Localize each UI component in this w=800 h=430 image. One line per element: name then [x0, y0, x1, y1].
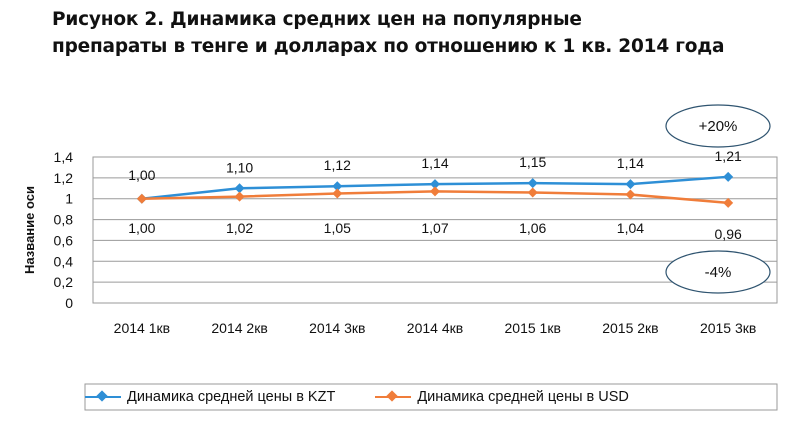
y-tick-label: 0,2 [54, 274, 74, 290]
data-label: 0,96 [715, 226, 742, 242]
data-label: 1,21 [715, 148, 742, 164]
data-point-marker [625, 179, 636, 190]
annotation-ellipse [665, 250, 771, 294]
legend-label-usd: Динамика средней цены в USD [417, 389, 629, 405]
data-point-marker [332, 181, 343, 192]
y-axis-title: Название оси [22, 186, 37, 274]
x-tick-label: 2014 1кв [114, 320, 170, 336]
chart-title-line-2: препараты в тенге и долларах по отношени… [52, 36, 725, 57]
x-tick-label: 2015 2кв [602, 320, 658, 336]
annotation-ellipse [665, 104, 771, 148]
y-tick-label: 1,4 [54, 149, 74, 165]
chart-title-line-1: Рисунок 2. Динамика средних цен на попул… [52, 9, 582, 30]
chart-legend: Динамика средней цены в KZT Динамика сре… [85, 384, 775, 410]
legend-swatch-kzt [85, 390, 121, 404]
data-label: 1,14 [617, 155, 644, 171]
data-label: 1,04 [617, 220, 644, 236]
data-label: 1,00 [128, 167, 155, 183]
data-label: 1,06 [519, 220, 546, 236]
data-label: 1,02 [226, 220, 253, 236]
data-point-marker [234, 183, 245, 194]
data-point-marker [723, 197, 734, 208]
y-tick-label: 0,4 [54, 253, 74, 269]
data-point-marker [723, 171, 734, 182]
y-tick-label: 1,2 [54, 170, 74, 186]
data-point-marker [430, 179, 440, 190]
data-label: 1,00 [128, 220, 155, 236]
chart-title: Рисунок 2. Динамика средних цен на попул… [52, 6, 724, 60]
x-tick-label: 2014 2кв [211, 320, 267, 336]
data-label: 1,07 [421, 220, 448, 236]
data-label: 1,15 [519, 154, 546, 170]
data-point-marker [332, 188, 343, 199]
y-tick-label: 0 [65, 295, 73, 311]
annotation-label: -4% [705, 264, 732, 281]
plot-area [92, 156, 778, 304]
data-point-marker [136, 193, 147, 204]
x-tick-label: 2015 1кв [505, 320, 561, 336]
x-tick-label: 2014 3кв [309, 320, 365, 336]
x-tick-label: 2014 4кв [407, 320, 463, 336]
y-tick-label: 0,8 [54, 212, 74, 228]
data-label: 1,14 [421, 155, 448, 171]
y-tick-label: 0,6 [54, 232, 74, 248]
legend-swatch-usd [375, 390, 412, 404]
legend-label-kzt: Динамика средней цены в KZT [127, 389, 336, 405]
x-tick-label: 2015 3кв [700, 320, 756, 336]
legend-item-kzt: Динамика средней цены в KZT [85, 389, 335, 405]
data-point-marker [527, 178, 538, 189]
annotation-label: +20% [699, 118, 738, 135]
data-label: 1,10 [226, 159, 253, 175]
data-label: 1,12 [324, 157, 351, 173]
y-tick-label: 1 [65, 191, 73, 207]
data-point-marker [527, 187, 538, 198]
legend-item-usd: Динамика средней цены в USD [375, 389, 629, 405]
data-label: 1,05 [324, 220, 351, 236]
data-point-marker [234, 191, 245, 202]
data-point-marker [430, 186, 440, 197]
data-point-marker [625, 189, 636, 200]
